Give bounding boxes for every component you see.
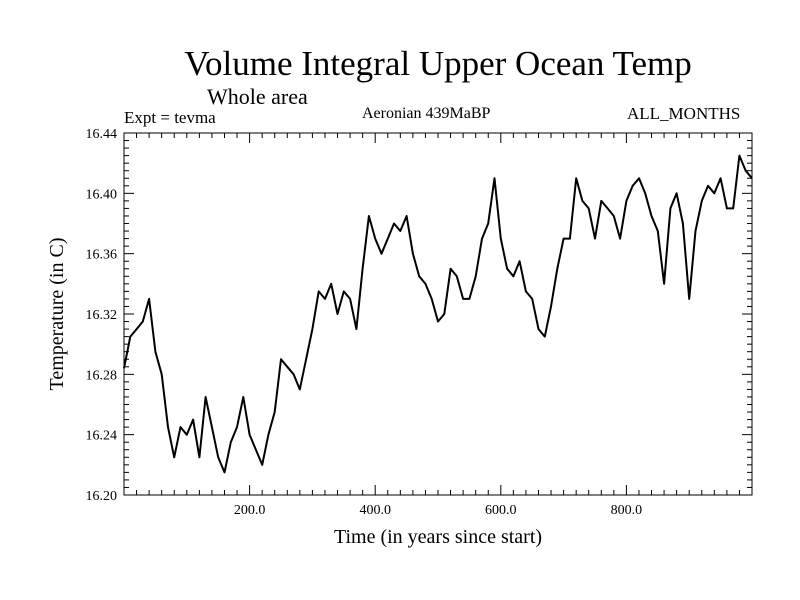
y-tick-label: 16.20 xyxy=(86,489,118,504)
y-tick-label: 16.24 xyxy=(86,429,118,444)
plot-frame xyxy=(123,132,753,496)
chart-title: Volume Integral Upper Ocean Temp xyxy=(184,44,692,83)
y-tick-label: 16.44 xyxy=(86,127,118,142)
x-tick-label: 800.0 xyxy=(611,503,643,518)
x-tick-label: 600.0 xyxy=(485,503,517,518)
tick-labels: 200.0 400.0 600.0 800.0 16.20 16.24 16.28 16.32… xyxy=(86,127,643,518)
y-tick-label: 16.32 xyxy=(86,308,118,323)
x-tick-label: 200.0 xyxy=(234,503,266,518)
experiment-label: Expt = tevma xyxy=(124,108,216,127)
tick-marks xyxy=(123,132,753,496)
y-tick-label: 16.40 xyxy=(86,187,118,202)
period-label: Aeronian 439MaBP xyxy=(362,105,491,122)
series-line xyxy=(123,154,753,474)
chart-subtitle: Whole area xyxy=(207,84,308,109)
x-axis-title: Time (in years since start) xyxy=(334,526,542,548)
months-label: ALL_MONTHS xyxy=(627,104,741,123)
x-tick-label: 400.0 xyxy=(359,503,391,518)
y-tick-label: 16.28 xyxy=(86,368,118,383)
y-axis-title: Temperature (in C) xyxy=(46,238,68,391)
y-tick-label: 16.36 xyxy=(86,248,118,263)
